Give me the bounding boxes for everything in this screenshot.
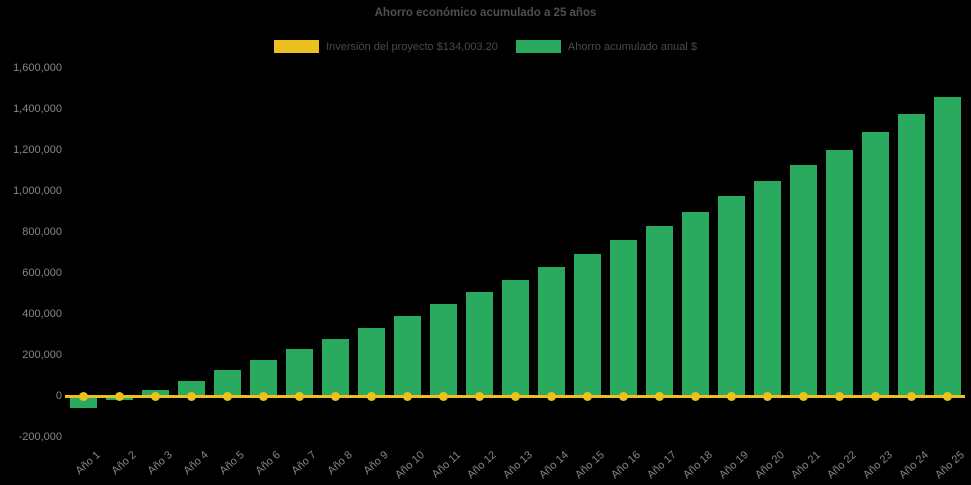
savings-bar-año-22[interactable] xyxy=(825,150,853,396)
investment-line-marker-año-2[interactable] xyxy=(114,391,124,401)
x-axis-label-año-4: Año 4 xyxy=(181,449,212,478)
savings-bar-año-1[interactable] xyxy=(69,396,97,409)
y-axis-tick-label: 1,000,000 xyxy=(13,184,62,197)
y-axis-tick-label: 600,000 xyxy=(22,266,62,279)
x-axis-label-año-9: Año 9 xyxy=(361,449,392,478)
x-axis-label-año-20: Año 20 xyxy=(753,449,788,482)
legend-item-investment[interactable]: Inversión del proyecto $134,003.20 xyxy=(274,40,498,53)
y-axis-tick-label: 200,000 xyxy=(22,348,62,361)
x-axis-label-año-25: Año 25 xyxy=(933,449,968,482)
x-axis-label-año-7: Año 7 xyxy=(289,449,320,478)
y-axis-tick-label: -200,000 xyxy=(18,430,62,443)
investment-line-marker-año-23[interactable] xyxy=(870,391,880,401)
x-axis-label-año-5: Año 5 xyxy=(217,449,248,478)
savings-bar-año-21[interactable] xyxy=(789,165,817,396)
x-axis-label-año-6: Año 6 xyxy=(253,449,284,478)
legend-item-savings[interactable]: Ahorro acumulado anual $ xyxy=(515,40,697,53)
investment-line-marker-año-16[interactable] xyxy=(618,391,628,401)
savings-swatch-icon xyxy=(515,40,561,53)
investment-line-marker-año-22[interactable] xyxy=(834,391,844,401)
x-axis-label-año-10: Año 10 xyxy=(393,449,428,482)
savings-bar-año-9[interactable] xyxy=(357,328,385,396)
investment-line-marker-año-9[interactable] xyxy=(366,391,376,401)
investment-line-marker-año-12[interactable] xyxy=(474,391,484,401)
legend-savings-label: Ahorro acumulado anual $ xyxy=(567,40,697,53)
investment-line-marker-año-1[interactable] xyxy=(78,391,88,401)
investment-line-marker-año-21[interactable] xyxy=(798,391,808,401)
y-axis-tick-label: 0 xyxy=(55,389,62,402)
savings-bar-año-12[interactable] xyxy=(465,292,493,396)
investment-line-marker-año-18[interactable] xyxy=(690,391,700,401)
investment-swatch-icon xyxy=(274,40,320,53)
chart-title: Ahorro económico acumulado a 25 años xyxy=(374,7,597,19)
investment-line-marker-año-15[interactable] xyxy=(582,391,592,401)
savings-bar-año-14[interactable] xyxy=(537,266,565,396)
x-axis-label-año-2: Año 2 xyxy=(109,449,140,478)
investment-line-marker-año-7[interactable] xyxy=(294,391,304,401)
investment-line-marker-año-20[interactable] xyxy=(762,391,772,401)
savings-bar-año-13[interactable] xyxy=(501,280,529,396)
savings-bar-año-24[interactable] xyxy=(897,114,925,396)
savings-bar-año-25[interactable] xyxy=(933,96,961,396)
savings-bar-año-16[interactable] xyxy=(609,240,637,396)
x-axis-label-año-22: Año 22 xyxy=(825,449,860,482)
investment-line-marker-año-5[interactable] xyxy=(222,391,232,401)
y-axis-tick-label: 1,400,000 xyxy=(13,102,62,115)
x-axis-label-año-14: Año 14 xyxy=(537,449,572,482)
y-axis-tick-label: 800,000 xyxy=(22,225,62,238)
x-axis-label-año-17: Año 17 xyxy=(645,449,680,482)
savings-bar-año-4[interactable] xyxy=(177,380,205,396)
investment-line-marker-año-10[interactable] xyxy=(402,391,412,401)
x-axis-label-año-19: Año 19 xyxy=(717,449,752,482)
savings-bar-año-11[interactable] xyxy=(429,303,457,396)
investment-line-marker-año-3[interactable] xyxy=(150,391,160,401)
savings-bar-año-10[interactable] xyxy=(393,316,421,396)
x-axis-label-año-8: Año 8 xyxy=(325,449,356,478)
savings-bar-año-23[interactable] xyxy=(861,131,889,396)
y-axis-tick-label: 1,200,000 xyxy=(13,143,62,156)
investment-line-marker-año-13[interactable] xyxy=(510,391,520,401)
x-axis-label-año-16: Año 16 xyxy=(609,449,644,482)
savings-bar-año-17[interactable] xyxy=(645,225,673,396)
investment-line-marker-año-17[interactable] xyxy=(654,391,664,401)
savings-bar-año-18[interactable] xyxy=(681,211,709,396)
investment-line-marker-año-8[interactable] xyxy=(330,391,340,401)
savings-bar-año-7[interactable] xyxy=(285,348,313,396)
investment-line-marker-año-4[interactable] xyxy=(186,391,196,401)
y-axis-tick-label: 1,600,000 xyxy=(13,61,62,74)
x-axis-label-año-12: Año 12 xyxy=(465,449,500,482)
savings-bar-año-8[interactable] xyxy=(321,338,349,396)
investment-line-marker-año-6[interactable] xyxy=(258,391,268,401)
investment-line-marker-año-19[interactable] xyxy=(726,391,736,401)
savings-bar-año-19[interactable] xyxy=(717,196,745,396)
savings-bar-año-20[interactable] xyxy=(753,180,781,396)
x-axis-label-año-13: Año 13 xyxy=(501,449,536,482)
investment-line-marker-año-24[interactable] xyxy=(906,391,916,401)
y-axis-tick-label: 400,000 xyxy=(22,307,62,320)
investment-line-marker-año-14[interactable] xyxy=(546,391,556,401)
x-axis-label-año-1: Año 1 xyxy=(73,449,104,478)
legend-investment-label: Inversión del proyecto $134,003.20 xyxy=(326,40,498,53)
savings-bar-año-15[interactable] xyxy=(573,253,601,396)
x-axis-label-año-3: Año 3 xyxy=(145,449,176,478)
x-axis-label-año-23: Año 23 xyxy=(861,449,896,482)
investment-line-marker-año-25[interactable] xyxy=(942,391,952,401)
x-axis-label-año-21: Año 21 xyxy=(789,449,824,482)
x-axis-label-año-11: Año 11 xyxy=(429,449,464,481)
x-axis-label-año-18: Año 18 xyxy=(681,449,716,482)
chart-legend: Inversión del proyecto $134,003.20 Ahorr… xyxy=(0,40,971,53)
savings-bar-año-6[interactable] xyxy=(249,360,277,396)
investment-line-marker-año-11[interactable] xyxy=(438,391,448,401)
x-axis-label-año-24: Año 24 xyxy=(897,449,932,482)
x-axis-label-año-15: Año 15 xyxy=(573,449,608,482)
